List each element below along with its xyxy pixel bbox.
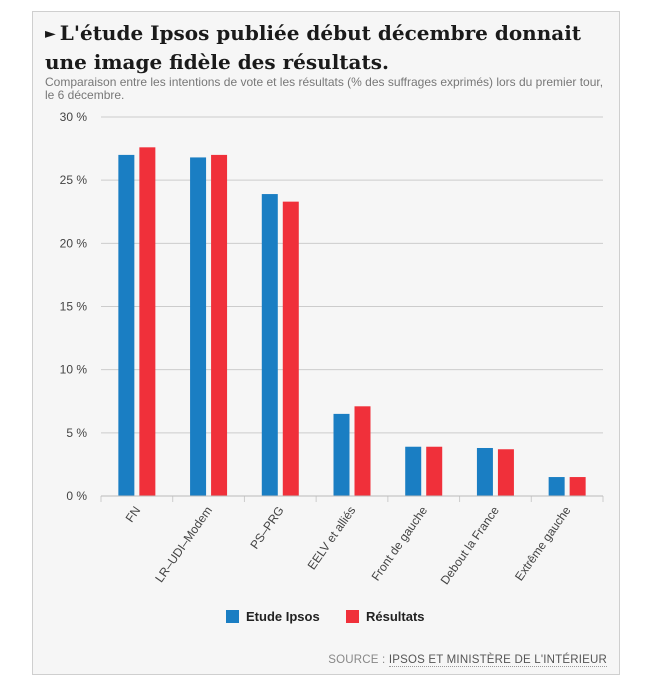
source-link[interactable]: IPSOS ET MINISTÈRE DE L'INTÉRIEUR — [388, 654, 607, 667]
source-line: SOURCE : IPSOS ET MINISTÈRE DE L'INTÉRIE… — [328, 654, 607, 667]
bar-etude-ipsos — [333, 413, 350, 496]
y-tick-label: 0 % — [66, 489, 87, 503]
chart-subtitle: Comparaison entre les intentions de vote… — [45, 75, 604, 102]
y-tick-label: 20 % — [60, 236, 88, 250]
chart-title: ► L'étude Ipsos publiée début décembre do… — [45, 20, 610, 75]
legend-label: Etude Ipsos — [246, 609, 320, 624]
bar-etude-ipsos — [118, 154, 135, 496]
bar-chart: 0 % 5 % 10 % 15 % 20 % 25 % 30 % FN LR–UDI–Modem… — [60, 110, 604, 624]
y-tick-label: 10 % — [60, 363, 88, 377]
bar-resultats — [354, 406, 371, 496]
bar-etude-ipsos — [405, 446, 422, 496]
bar-resultats — [569, 477, 586, 496]
source-prefix: SOURCE : — [328, 654, 386, 666]
legend-swatch-resultats — [346, 610, 359, 623]
bar-resultats — [211, 154, 228, 496]
bar-resultats — [282, 201, 299, 497]
chart-container: ► L'étude Ipsos publiée début décembre do… — [32, 11, 620, 675]
bar-etude-ipsos — [476, 447, 493, 496]
x-tick-label: LR–UDI–Modem — [152, 504, 215, 585]
y-tick-label: 15 % — [60, 300, 88, 314]
bar-etude-ipsos — [261, 194, 278, 496]
bar-etude-ipsos — [548, 477, 565, 496]
x-tick-label: Debout la France — [438, 503, 502, 587]
x-tick-label: Extrême gauche — [512, 503, 574, 583]
y-tick-label: 25 % — [60, 173, 88, 187]
legend-swatch-etude-ipsos — [226, 610, 239, 623]
x-tick-label: EELV et alliés — [305, 504, 359, 573]
x-tick-label: FN — [123, 504, 144, 525]
bar-resultats — [426, 446, 443, 496]
y-tick-label: 5 % — [66, 426, 87, 440]
legend-label: Résultats — [366, 609, 425, 624]
y-tick-label: 30 % — [60, 110, 88, 124]
chart-title-text: L'étude Ipsos publiée début décembre don… — [45, 21, 582, 74]
x-tick-label: PS–PRG — [247, 504, 286, 552]
triangle-right-icon: ► — [45, 26, 56, 42]
bar-resultats — [139, 147, 156, 496]
bar-etude-ipsos — [190, 157, 207, 496]
bar-resultats — [497, 449, 514, 496]
x-tick-label: Front de gauche — [369, 503, 431, 583]
